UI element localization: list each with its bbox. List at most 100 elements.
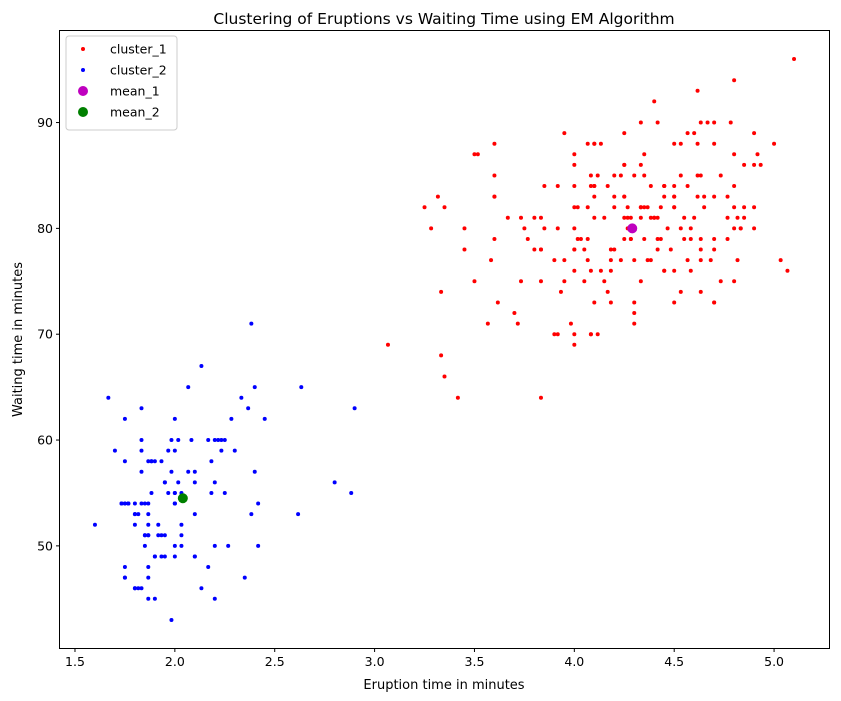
cluster_1-point (658, 236, 663, 241)
cluster_1-point (572, 268, 577, 273)
mean_2-legend-marker (78, 107, 88, 117)
cluster_2-point (146, 565, 151, 570)
chart-title: Clustering of Eruptions vs Waiting Time … (213, 10, 674, 28)
cluster_1-point (685, 131, 690, 136)
cluster_1-point (642, 236, 647, 241)
cluster_1-point (555, 226, 560, 231)
cluster_1-point (732, 226, 737, 231)
x-tick-label: 4.0 (564, 654, 584, 669)
cluster_2-point (92, 522, 97, 527)
cluster_1-point (595, 173, 600, 178)
cluster_1-point (752, 226, 757, 231)
cluster_2-point (246, 406, 251, 411)
cluster_1-point (572, 152, 577, 157)
cluster_1-point (708, 258, 713, 263)
cluster_2-point (239, 395, 244, 400)
cluster_2-point (256, 501, 261, 506)
cluster_2-point (142, 533, 147, 538)
cluster_1-point (695, 141, 700, 146)
cluster_1-point (668, 247, 673, 252)
cluster_1-legend-label: cluster_1 (110, 42, 167, 57)
cluster_1-point (612, 247, 617, 252)
cluster_2-series (92, 321, 357, 622)
cluster_1-point (492, 236, 497, 241)
cluster_2-point (192, 512, 197, 517)
cluster_2-point (232, 448, 237, 453)
cluster_1-point (672, 268, 677, 273)
plot-frame (59, 30, 830, 649)
cluster_2-point (199, 586, 204, 591)
cluster_1-point (489, 258, 494, 263)
cluster_1-point (695, 194, 700, 199)
cluster_1-point (692, 215, 697, 220)
cluster_2-point (249, 512, 254, 517)
cluster_1-point (522, 226, 527, 231)
cluster_1-point (538, 279, 543, 284)
cluster_2-point (212, 596, 217, 601)
cluster_2-point (229, 416, 234, 421)
cluster_1-point (492, 141, 497, 146)
cluster_2-point (156, 522, 161, 527)
cluster_2-point (146, 512, 151, 517)
cluster_1-point (515, 321, 520, 326)
cluster_2-point (152, 459, 157, 464)
cluster_1-point (462, 247, 467, 252)
cluster_1-point (698, 247, 703, 252)
cluster_1-point (622, 131, 627, 136)
cluster_2-point (352, 406, 357, 411)
cluster_1-point (439, 289, 444, 294)
y-tick-label: 50 (37, 538, 53, 553)
cluster_2-point (156, 533, 161, 538)
cluster_2-point (122, 575, 127, 580)
cluster_1-point (662, 268, 667, 273)
cluster_1-point (435, 194, 440, 199)
cluster_2-point (132, 522, 137, 527)
cluster_2-legend-label: cluster_2 (110, 63, 167, 78)
cluster_1-point (592, 215, 597, 220)
cluster_1-point (692, 131, 697, 136)
cluster_1-point (702, 205, 707, 210)
cluster_1-point (648, 184, 653, 189)
cluster_1-point (588, 268, 593, 273)
cluster_1-point (439, 353, 444, 358)
cluster_1-point (632, 258, 637, 263)
cluster_1-point (735, 215, 740, 220)
cluster_2-point (192, 469, 197, 474)
cluster_1-point (685, 258, 690, 263)
cluster_2-point (142, 543, 147, 548)
cluster_1-point (712, 120, 717, 125)
cluster_1-point (658, 205, 663, 210)
cluster_1-point (698, 289, 703, 294)
cluster_1-point (572, 332, 577, 337)
cluster_1-point (638, 120, 643, 125)
cluster_2-point (192, 480, 197, 485)
cluster_2-point (136, 586, 141, 591)
cluster_1-point (602, 279, 607, 284)
cluster_1-point (655, 236, 660, 241)
cluster_2-point (249, 321, 254, 326)
y-tick-label: 70 (37, 327, 53, 342)
cluster_1-point (622, 215, 627, 220)
cluster_1-point (538, 247, 543, 252)
cluster_1-point (682, 236, 687, 241)
cluster_2-point (189, 438, 194, 443)
cluster_1-point (732, 78, 737, 83)
cluster_1-point (742, 205, 747, 210)
cluster_2-point (126, 501, 131, 506)
cluster_2-point (256, 543, 261, 548)
cluster_2-point (122, 416, 127, 421)
cluster_1-point (712, 247, 717, 252)
cluster_1-point (732, 152, 737, 157)
cluster_1-point (662, 194, 667, 199)
cluster_1-point (555, 184, 560, 189)
cluster_2-point (179, 533, 184, 538)
cluster_2-point (176, 480, 181, 485)
cluster_1-point (588, 184, 593, 189)
cluster_1-point (752, 205, 757, 210)
x-tick-label: 5.0 (764, 654, 784, 669)
mean_2-series (177, 493, 188, 504)
cluster_2-point (222, 438, 227, 443)
cluster_1-point (608, 258, 613, 263)
cluster_1-point (725, 194, 730, 199)
cluster_1-point (572, 226, 577, 231)
